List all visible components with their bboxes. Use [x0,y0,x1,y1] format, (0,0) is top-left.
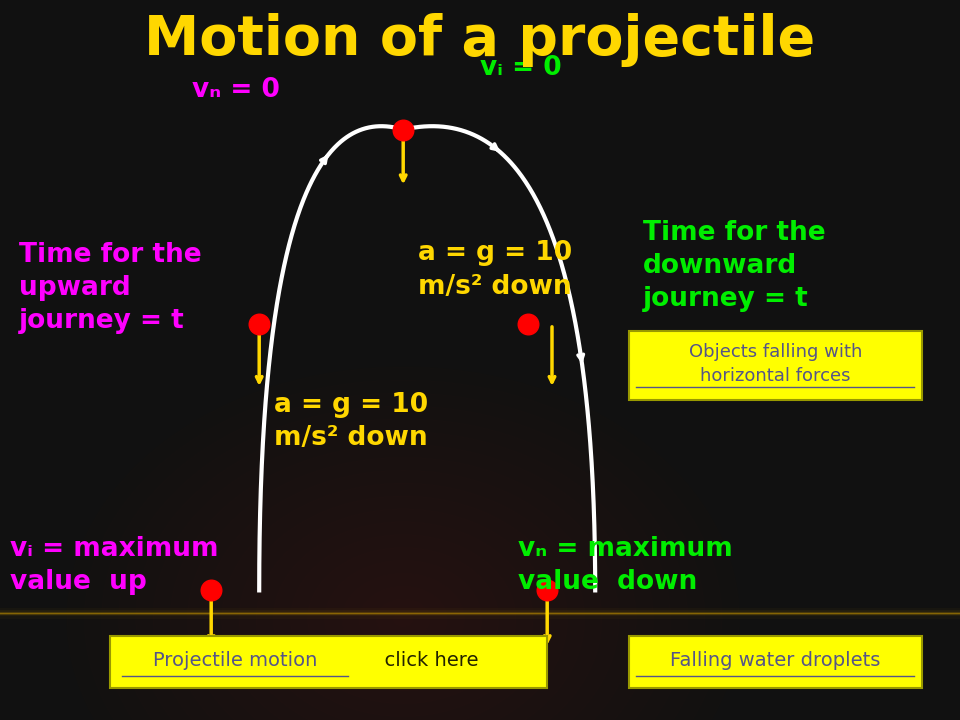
Point [204,585,219,596]
Text: Time for the
upward
journey = t: Time for the upward journey = t [19,242,202,334]
Text: vₙ = 0: vₙ = 0 [192,77,280,103]
Point [540,585,555,596]
FancyBboxPatch shape [629,636,922,688]
Text: vᵢ = maximum
value  up: vᵢ = maximum value up [10,536,218,595]
FancyBboxPatch shape [629,331,922,400]
Text: Time for the
downward
journey = t: Time for the downward journey = t [643,220,826,312]
Point [520,318,536,330]
Text: Motion of a projectile: Motion of a projectile [144,12,816,67]
Point [252,318,267,330]
Text: vₙ = maximum
value  down: vₙ = maximum value down [518,536,733,595]
Text: a = g = 10
m/s² down: a = g = 10 m/s² down [274,392,428,451]
Point [396,124,411,135]
Text: vᵢ = 0: vᵢ = 0 [480,55,562,81]
Text: a = g = 10
m/s² down: a = g = 10 m/s² down [418,240,572,300]
FancyBboxPatch shape [110,636,547,688]
Text: Falling water droplets: Falling water droplets [670,651,880,670]
Text: Projectile motion: Projectile motion [153,651,317,670]
Text: Objects falling with
horizontal forces: Objects falling with horizontal forces [688,343,862,384]
Text: click here: click here [372,651,478,670]
